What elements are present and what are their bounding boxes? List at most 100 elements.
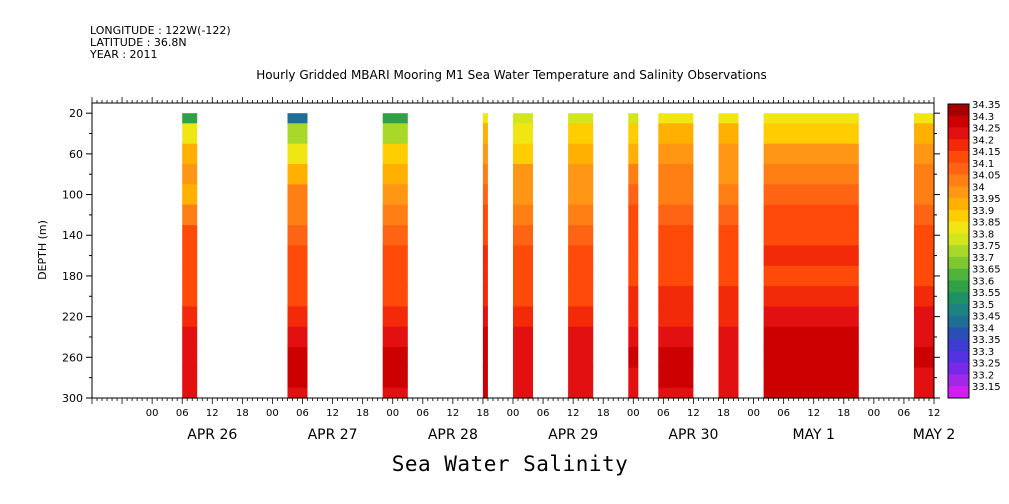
salinity-cell (287, 123, 308, 145)
salinity-cell (382, 143, 408, 165)
colorbar-label: 34.25 (972, 124, 1001, 135)
salinity-cell (182, 143, 198, 165)
colorbar: 34.3534.334.2534.234.1534.134.053433.953… (947, 100, 1001, 399)
salinity-cell (658, 204, 694, 226)
colorbar-swatch (948, 280, 969, 293)
salinity-cell (718, 245, 739, 267)
x-hour-label: 06 (416, 408, 429, 419)
salinity-cell (914, 286, 934, 307)
salinity-cell (182, 306, 198, 328)
salinity-cell (763, 326, 859, 348)
salinity-cell (628, 143, 639, 165)
salinity-cell (718, 143, 739, 165)
salinity-cell (182, 113, 198, 124)
salinity-cell (482, 184, 488, 206)
salinity-cell (287, 347, 308, 368)
salinity-cell (182, 225, 198, 246)
x-hour-label: 18 (356, 408, 369, 419)
salinity-cell (658, 143, 694, 165)
salinity-cell (763, 204, 859, 226)
colorbar-swatch (948, 362, 969, 375)
salinity-cell (628, 286, 639, 307)
salinity-cell (763, 123, 859, 145)
colorbar-label: 33.25 (972, 359, 1001, 370)
salinity-cell (482, 286, 488, 307)
colorbar-label: 34.3 (972, 112, 994, 123)
salinity-cell (182, 245, 198, 267)
x-hour-label: 18 (837, 408, 850, 419)
salinity-cell (763, 347, 859, 368)
salinity-cell (568, 306, 594, 328)
salinity-cell (763, 143, 859, 165)
salinity-cell (628, 164, 639, 185)
x-hour-label: 18 (717, 408, 730, 419)
salinity-cell (182, 265, 198, 287)
colorbar-swatch (948, 174, 969, 187)
salinity-cell (568, 286, 594, 307)
salinity-cell (914, 326, 934, 348)
salinity-cell (914, 143, 934, 165)
salinity-cell (914, 306, 934, 328)
y-tick-label: 300 (62, 392, 83, 405)
x-day-label: APR 29 (548, 427, 598, 443)
colorbar-swatch (948, 327, 969, 340)
y-tick-label: 140 (62, 229, 83, 242)
salinity-cell (628, 387, 639, 399)
salinity-cell (568, 245, 594, 267)
salinity-cell (287, 164, 308, 185)
salinity-cell (914, 367, 934, 389)
salinity-cell (482, 225, 488, 246)
salinity-cell (287, 225, 308, 246)
salinity-cell (763, 306, 859, 328)
salinity-cell (914, 347, 934, 368)
colorbar-swatch (948, 115, 969, 128)
colorbar-label: 33.55 (972, 288, 1001, 299)
salinity-cell (182, 123, 198, 145)
salinity-cell (718, 204, 739, 226)
x-day-label: APR 27 (308, 427, 358, 443)
salinity-cell (287, 367, 308, 389)
salinity-cell (763, 164, 859, 185)
x-hour-label: 12 (687, 408, 700, 419)
salinity-cell (513, 184, 533, 206)
salinity-cell (382, 306, 408, 328)
salinity-cell (658, 184, 694, 206)
salinity-cell (658, 225, 694, 246)
salinity-cell (513, 143, 533, 165)
y-tick-label: 100 (62, 189, 83, 202)
salinity-cell (568, 387, 594, 399)
colorbar-swatch (948, 127, 969, 140)
salinity-cell (628, 326, 639, 348)
salinity-cell (658, 113, 694, 124)
salinity-cell (482, 265, 488, 287)
salinity-cell (513, 245, 533, 267)
x-hour-label: 06 (296, 408, 309, 419)
colorbar-swatch (948, 256, 969, 269)
colorbar-swatch (948, 104, 969, 117)
salinity-cell (382, 367, 408, 389)
x-hour-label: 18 (236, 408, 249, 419)
salinity-cell (382, 326, 408, 348)
metadata-block: LONGITUDE : 122W(-122) LATITUDE : 36.8N … (90, 25, 231, 61)
salinity-cell (182, 326, 198, 348)
colorbar-swatch (948, 151, 969, 164)
salinity-cell (763, 367, 859, 389)
salinity-cell (658, 123, 694, 145)
salinity-cell (513, 204, 533, 226)
data-segment (763, 113, 859, 399)
salinity-cell (658, 164, 694, 185)
salinity-cell (287, 113, 308, 124)
axes: 20 60 100 140 180 220 260 300 00 06 12 18 00 06 12 18 00… (62, 97, 955, 443)
colorbar-label: 33.95 (972, 194, 1001, 205)
salinity-cell (182, 347, 198, 368)
salinity-cell (718, 326, 739, 348)
x-day-label: MAY 2 (913, 427, 955, 443)
colorbar-label: 33.2 (972, 371, 994, 382)
salinity-cell (382, 123, 408, 145)
salinity-cell (914, 123, 934, 145)
data-segment (287, 113, 308, 399)
salinity-cell (513, 123, 533, 145)
x-hour-label: 18 (597, 408, 610, 419)
colorbar-label: 33.5 (972, 300, 994, 311)
colorbar-label: 34.05 (972, 171, 1001, 182)
